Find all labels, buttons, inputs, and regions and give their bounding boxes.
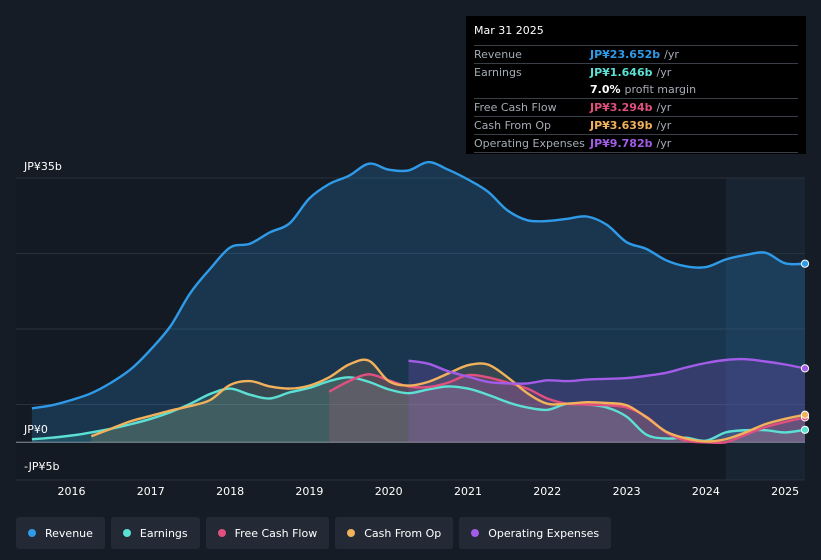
legend-dot-icon bbox=[471, 529, 480, 537]
tooltip-unit: /yr bbox=[656, 66, 672, 79]
area-revenue bbox=[31, 162, 805, 443]
series-endpoints bbox=[800, 259, 810, 434]
tooltip-unit: /yr bbox=[656, 101, 672, 114]
area-operating-expenses bbox=[408, 359, 805, 443]
line-revenue bbox=[31, 160, 806, 410]
tooltip-value: JP¥9.782b bbox=[590, 137, 653, 150]
x-tick-label: 2018 bbox=[216, 485, 244, 498]
x-tick-label: 2019 bbox=[295, 485, 323, 498]
tooltip-date: Mar 31 2025 bbox=[474, 23, 798, 46]
endpoint-operating-expenses bbox=[800, 364, 810, 373]
tooltip-row-cash-from-op: Cash From Op JP¥3.639b /yr bbox=[474, 117, 798, 135]
tooltip-value: JP¥3.294b bbox=[590, 101, 653, 114]
tooltip-label: Operating Expenses bbox=[474, 137, 585, 150]
tooltip-unit: /yr bbox=[656, 119, 672, 132]
legend-label: Free Cash Flow bbox=[234, 526, 318, 540]
y-axis-label-top: JP¥35b bbox=[23, 160, 62, 173]
area-cash-from-op bbox=[91, 359, 806, 443]
tooltip-value: 7.0% bbox=[590, 83, 621, 96]
endpoint-earnings bbox=[800, 425, 810, 434]
gridlines bbox=[16, 177, 805, 481]
tooltip-unit: /yr bbox=[656, 137, 672, 150]
endpoint-revenue bbox=[800, 259, 810, 268]
series-lines bbox=[31, 160, 806, 445]
legend-item-cash-from-op[interactable]: Cash From Op bbox=[335, 517, 454, 549]
x-tick-label: 2016 bbox=[58, 485, 86, 498]
endpoint-cash-from-op bbox=[800, 410, 810, 419]
legend-dot-icon bbox=[217, 529, 226, 537]
x-tick-label: 2017 bbox=[137, 485, 165, 498]
legend-label: Earnings bbox=[139, 526, 188, 540]
legend-label: Revenue bbox=[45, 526, 93, 540]
tooltip-row-earnings: Earnings JP¥1.646b /yr bbox=[474, 64, 798, 81]
tooltip-unit: profit margin bbox=[624, 83, 697, 96]
legend-item-revenue[interactable]: Revenue bbox=[16, 517, 105, 549]
tooltip-label bbox=[474, 81, 590, 98]
legend-item-earnings[interactable]: Earnings bbox=[110, 517, 200, 549]
x-tick-label: 2021 bbox=[454, 485, 482, 498]
tooltip-label: Revenue bbox=[474, 48, 522, 61]
x-tick-label: 2024 bbox=[692, 485, 720, 498]
line-operating-expenses bbox=[408, 357, 806, 385]
tooltip-value: JP¥23.652b bbox=[590, 48, 661, 61]
area-free-cash-flow bbox=[329, 374, 805, 443]
legend-label: Cash From Op bbox=[364, 526, 442, 540]
tooltip-panel: Mar 31 2025 Revenue JP¥23.652b /yr Earni… bbox=[466, 16, 806, 154]
legend-label: Operating Expenses bbox=[488, 526, 600, 540]
y-axis-label-zero: JP¥0 bbox=[23, 423, 48, 436]
tooltip-row-revenue: Revenue JP¥23.652b /yr bbox=[474, 46, 798, 64]
legend-dot-icon bbox=[347, 529, 356, 537]
legend-dot-icon bbox=[28, 529, 36, 537]
x-tick-label: 2022 bbox=[533, 485, 561, 498]
tooltip-row-operating-expenses: Operating Expenses JP¥9.782b /yr bbox=[474, 135, 798, 153]
tooltip-row-profit-margin: 7.0% profit margin bbox=[474, 81, 798, 99]
x-axis-ticks: 2016 2017 2018 2019 2020 2021 2022 2023 2024 2025 bbox=[58, 485, 800, 498]
tooltip-value: JP¥1.646b bbox=[590, 66, 653, 79]
tooltip-unit: /yr bbox=[664, 48, 679, 61]
tooltip-value: JP¥3.639b bbox=[590, 119, 653, 132]
legend-dot-icon bbox=[122, 529, 131, 537]
y-axis-label-bottom: -JP¥5b bbox=[24, 460, 59, 473]
legend-item-operating-expenses[interactable]: Operating Expenses bbox=[459, 517, 612, 549]
x-tick-label: 2020 bbox=[375, 485, 403, 498]
chart-area: JP¥35b JP¥0 -JP¥5b 2016 2017 2018 2019 2020 2… bbox=[16, 160, 810, 498]
chart-legend: Revenue Earnings Free Cash Flow Cash Fro… bbox=[16, 517, 612, 549]
tooltip-row-free-cash-flow: Free Cash Flow JP¥3.294b /yr bbox=[474, 99, 798, 117]
series-areas bbox=[31, 162, 806, 443]
x-tick-label: 2023 bbox=[613, 485, 641, 498]
x-tick-label: 2025 bbox=[771, 485, 799, 498]
legend-item-free-cash-flow[interactable]: Free Cash Flow bbox=[205, 517, 330, 549]
area-earnings bbox=[31, 377, 805, 443]
tooltip-label: Cash From Op bbox=[474, 119, 552, 132]
line-cash-from-op bbox=[90, 358, 806, 443]
tooltip-label: Earnings bbox=[474, 66, 522, 79]
tooltip-label: Free Cash Flow bbox=[474, 101, 557, 114]
